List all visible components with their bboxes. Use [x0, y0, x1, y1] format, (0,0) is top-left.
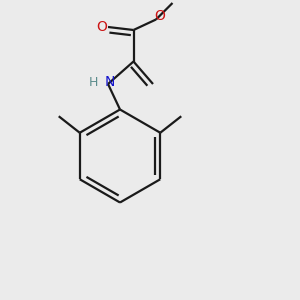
Text: N: N — [105, 75, 115, 89]
Text: O: O — [154, 9, 165, 23]
Text: H: H — [89, 76, 98, 89]
Text: O: O — [96, 20, 107, 34]
